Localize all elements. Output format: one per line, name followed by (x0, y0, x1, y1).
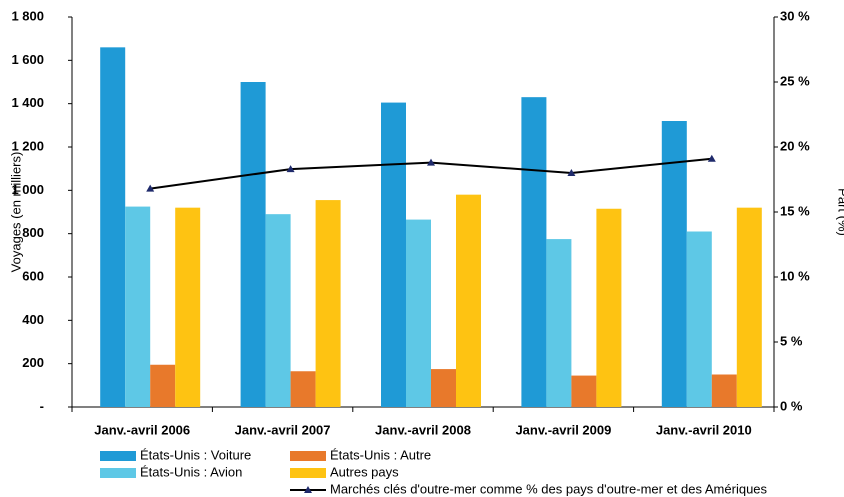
legend-label: États-Unis : Autre (330, 447, 431, 462)
marker (286, 165, 295, 173)
bar (150, 364, 176, 407)
legend-swatch (290, 468, 326, 478)
x-tick-label: Janv.-avril 2010 (656, 422, 752, 437)
y2-tick-label: 10 % (780, 268, 810, 283)
bar (571, 375, 597, 407)
bar (125, 206, 151, 407)
x-tick-label: Janv.-avril 2007 (235, 422, 331, 437)
bar (686, 231, 712, 407)
bar (431, 369, 456, 407)
legend-swatch (100, 468, 136, 478)
y-tick-label: 1 600 (11, 52, 44, 67)
bar (736, 207, 762, 407)
bar (456, 194, 481, 407)
marker (707, 154, 716, 162)
bar (100, 47, 126, 407)
bar (240, 82, 266, 407)
y-tick-label: 800 (22, 225, 44, 240)
marker (427, 158, 435, 166)
y2-tick-label: 5 % (780, 333, 803, 348)
y-axis-label: Voyages (en milliers) (8, 152, 23, 273)
bar (661, 121, 687, 407)
bar (290, 371, 316, 407)
y2-tick-label: 30 % (780, 8, 810, 23)
y-tick-label: 1 200 (11, 138, 44, 153)
x-tick-label: Janv.-avril 2009 (515, 422, 611, 437)
bar (315, 200, 341, 407)
y2-tick-label: 25 % (780, 73, 810, 88)
y-tick-label: 200 (22, 355, 44, 370)
legend-label: Marchés clés d'outre-mer comme % des pay… (330, 481, 768, 496)
legend-marker (304, 486, 312, 493)
bar (596, 208, 622, 407)
bar (546, 239, 572, 407)
y-tick-label: 1 800 (11, 8, 44, 23)
x-tick-label: Janv.-avril 2008 (375, 422, 471, 437)
legend-label: États-Unis : Voiture (140, 447, 251, 462)
y2-tick-label: 20 % (780, 138, 810, 153)
bar (406, 219, 431, 407)
bar (711, 374, 737, 407)
legend-label: États-Unis : Avion (140, 464, 242, 479)
y2-tick-label: 15 % (780, 203, 810, 218)
bar (381, 102, 406, 407)
marker (146, 184, 155, 192)
bar (265, 214, 291, 407)
y-tick-label: 1 000 (11, 182, 44, 197)
x-tick-label: Janv.-avril 2006 (94, 422, 190, 437)
y2-tick-label: 0 % (780, 398, 803, 413)
legend-swatch (290, 451, 326, 461)
legend-label: Autres pays (330, 464, 399, 479)
bar (175, 207, 201, 407)
y-tick-label: 1 400 (11, 95, 44, 110)
y-tick-label: - (40, 398, 44, 413)
bar (521, 97, 547, 408)
y-tick-label: 600 (22, 268, 44, 283)
y2-axis-label: Part (%) (836, 188, 844, 236)
marker (567, 169, 576, 176)
legend-swatch (100, 451, 136, 461)
y-tick-label: 400 (22, 312, 44, 327)
